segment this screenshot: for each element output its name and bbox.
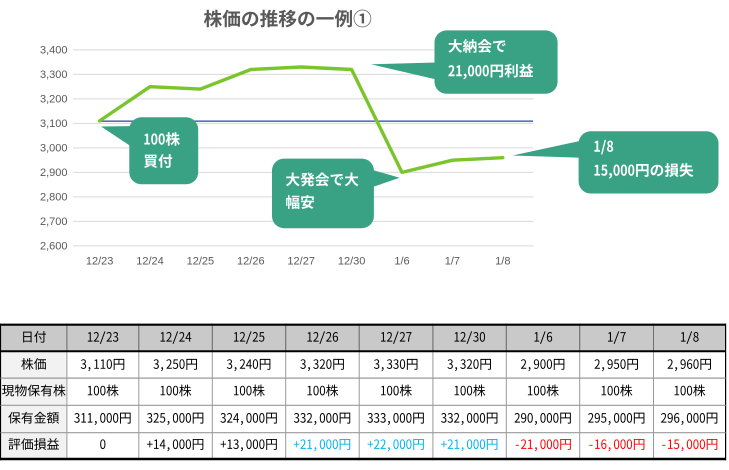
svg-text:3,400: 3,400 [40, 45, 68, 57]
svg-text:1/7: 1/7 [445, 256, 460, 268]
svg-text:3,200: 3,200 [40, 94, 68, 106]
svg-text:12/27: 12/27 [287, 256, 315, 268]
svg-text:3,000: 3,000 [40, 143, 68, 155]
svg-text:2,700: 2,700 [40, 216, 68, 228]
svg-text:1/6: 1/6 [394, 256, 409, 268]
svg-text:12/23: 12/23 [86, 256, 114, 268]
svg-text:3,100: 3,100 [40, 118, 68, 130]
svg-text:12/30: 12/30 [338, 256, 366, 268]
svg-text:2,600: 2,600 [40, 241, 68, 253]
svg-text:2,900: 2,900 [40, 167, 68, 179]
svg-text:2,800: 2,800 [40, 192, 68, 204]
svg-text:12/25: 12/25 [187, 256, 215, 268]
svg-text:12/26: 12/26 [237, 256, 265, 268]
svg-text:1/8: 1/8 [495, 256, 510, 268]
svg-text:12/24: 12/24 [136, 256, 164, 268]
svg-text:3,300: 3,300 [40, 69, 68, 81]
